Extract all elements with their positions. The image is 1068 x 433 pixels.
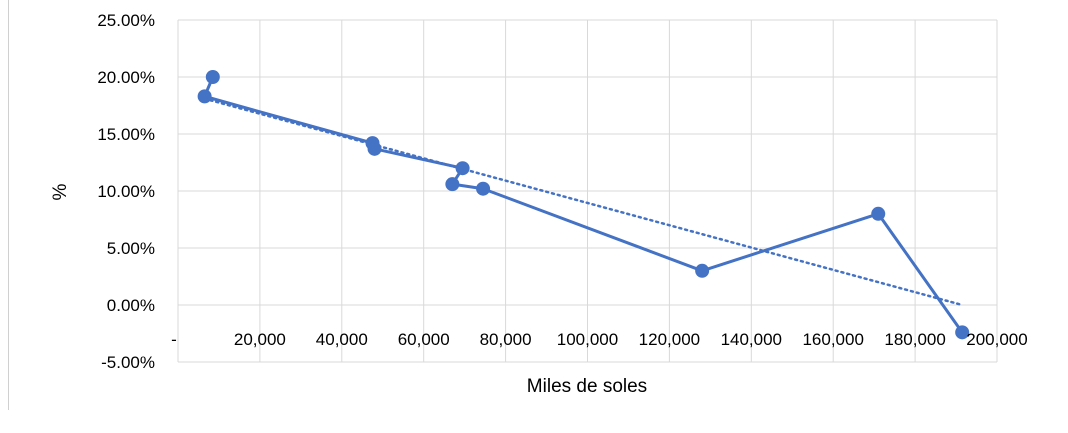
y-tick-label: 15.00% bbox=[97, 125, 155, 144]
data-point bbox=[197, 89, 212, 104]
x-tick-label: 120,000 bbox=[639, 330, 700, 349]
data-point bbox=[871, 206, 886, 221]
y-tick-label: 5.00% bbox=[107, 239, 155, 258]
trendline-layer bbox=[203, 97, 964, 307]
y-tick-label: 10.00% bbox=[97, 182, 155, 201]
x-tick-label: 200,000 bbox=[966, 330, 1027, 349]
data-point bbox=[367, 141, 382, 156]
x-tick-label: 140,000 bbox=[721, 330, 782, 349]
y-tick-label: -5.00% bbox=[101, 353, 155, 372]
grid bbox=[177, 19, 998, 363]
x-tick-label: 20,000 bbox=[234, 330, 286, 349]
data-point bbox=[476, 181, 491, 196]
x-tick-label: 100,000 bbox=[557, 330, 618, 349]
left-border bbox=[8, 0, 9, 410]
x-tick-label: - bbox=[171, 330, 177, 349]
x-tick-label: 160,000 bbox=[802, 330, 863, 349]
x-tick-labels: - 20,000 40,000 60,000 80,000 100,000 120,000 1… bbox=[171, 330, 1028, 349]
data-point bbox=[955, 325, 970, 340]
y-tick-label: 0.00% bbox=[107, 296, 155, 315]
series-layer bbox=[197, 70, 970, 340]
series-line bbox=[203, 76, 964, 334]
data-point bbox=[205, 70, 220, 84]
data-point bbox=[695, 263, 710, 278]
x-tick-label: 60,000 bbox=[398, 330, 450, 349]
y-axis-title: % bbox=[50, 183, 71, 200]
data-point bbox=[445, 177, 460, 192]
x-tick-label: 40,000 bbox=[316, 330, 368, 349]
y-tick-labels: -5.00% 0.00% 5.00% 10.00% 15.00% 20.00% 25.00% bbox=[97, 11, 155, 372]
x-tick-label: 180,000 bbox=[884, 330, 945, 349]
data-point bbox=[455, 161, 470, 176]
trendline bbox=[203, 97, 964, 307]
y-tick-label: 25.00% bbox=[97, 11, 155, 30]
x-axis-title: Miles de soles bbox=[527, 376, 647, 397]
y-tick-label: 20.00% bbox=[97, 68, 155, 87]
x-tick-label: 80,000 bbox=[480, 330, 532, 349]
